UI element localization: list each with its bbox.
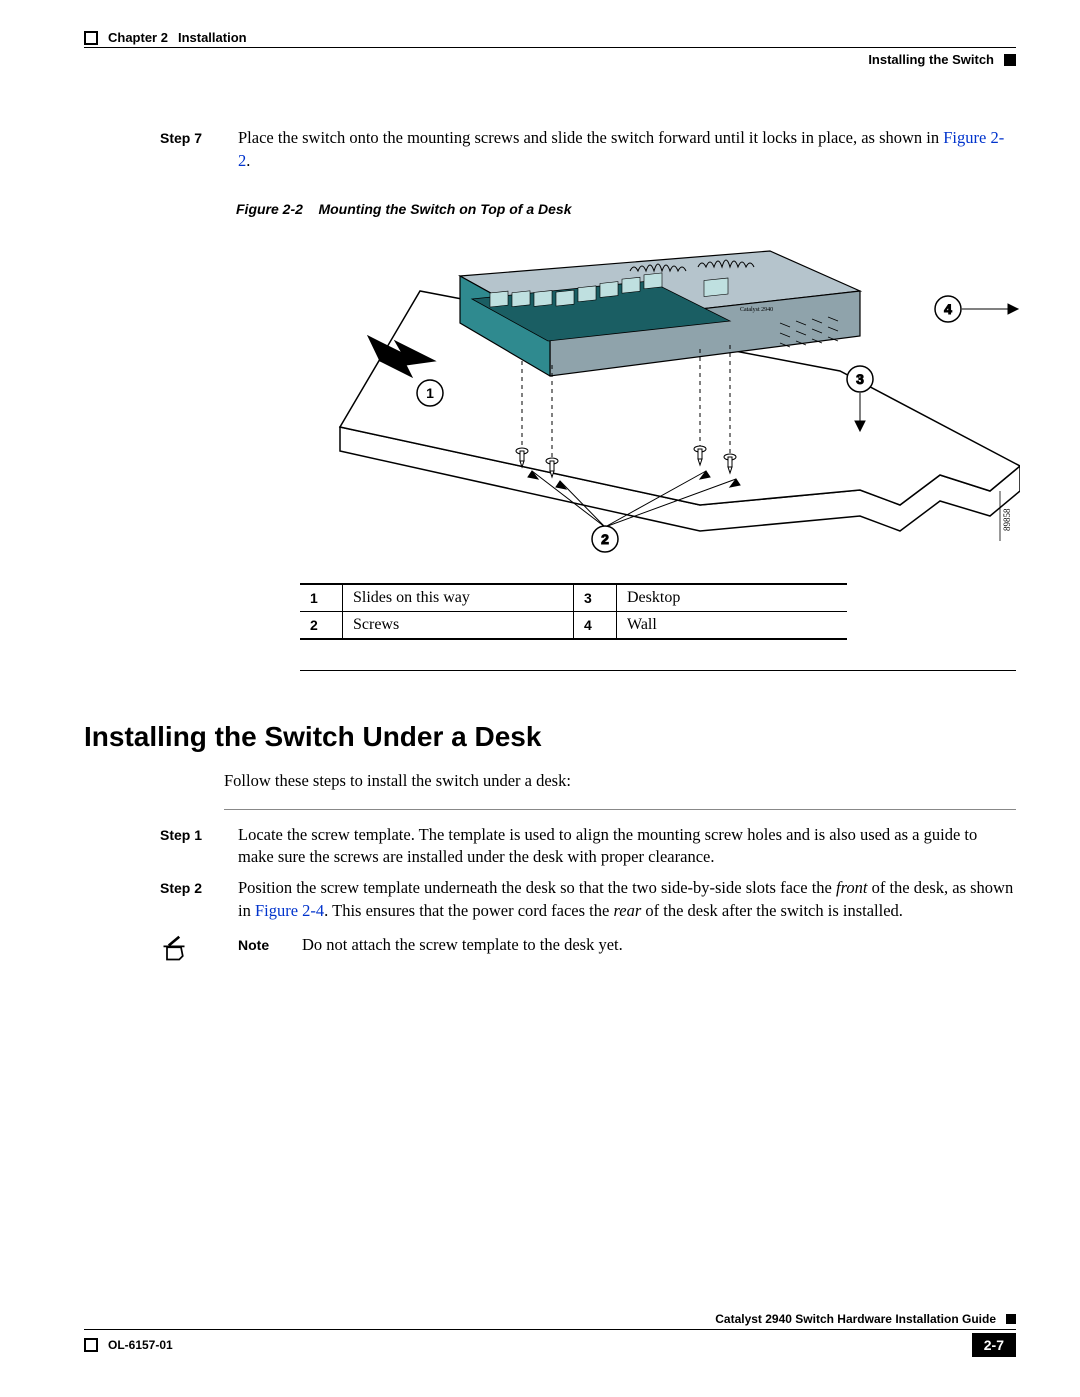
figure-2-2: Catalyst 2940 bbox=[300, 231, 1016, 571]
svg-text:3: 3 bbox=[856, 371, 864, 387]
legend-desc: Desktop bbox=[617, 584, 848, 612]
step1-label: Step 1 bbox=[160, 824, 220, 870]
footer-doc: OL-6157-01 bbox=[108, 1338, 173, 1352]
legend-num: 4 bbox=[574, 611, 617, 639]
step2-row: Step 2 Position the screw template under… bbox=[160, 877, 1016, 923]
svg-text:1: 1 bbox=[426, 385, 434, 401]
figure-caption-title: Mounting the Switch on Top of a Desk bbox=[318, 201, 571, 217]
footer-decor-box bbox=[84, 1338, 98, 1352]
figure-image-id: 89858 bbox=[1002, 508, 1012, 531]
step7-label: Step 7 bbox=[160, 127, 220, 173]
section-divider bbox=[300, 670, 1016, 671]
chapter-title: Installation bbox=[178, 30, 247, 45]
note-text: Do not attach the screw template to the … bbox=[302, 935, 1016, 955]
note-row: Note Do not attach the screw template to… bbox=[160, 935, 1016, 963]
section-header: Installing the Switch bbox=[84, 52, 1016, 67]
svg-text:2: 2 bbox=[601, 531, 609, 547]
section-intro: Follow these steps to install the switch… bbox=[224, 771, 1016, 791]
note-label: Note bbox=[238, 935, 284, 953]
figure-legend-table: 1 Slides on this way 3 Desktop 2 Screws … bbox=[300, 583, 847, 640]
legend-desc: Slides on this way bbox=[343, 584, 574, 612]
step1-row: Step 1 Locate the screw template. The te… bbox=[160, 824, 1016, 870]
chapter-label: Chapter 2 bbox=[108, 30, 168, 45]
header-decor-box bbox=[84, 31, 98, 45]
step1-body: Locate the screw template. The template … bbox=[238, 824, 1016, 870]
figure-2-4-link[interactable]: Figure 2-4 bbox=[255, 901, 324, 920]
step2-label: Step 2 bbox=[160, 877, 220, 923]
legend-num: 2 bbox=[300, 611, 343, 639]
footer-bullet bbox=[1006, 1314, 1016, 1324]
step7-text-after: . bbox=[246, 151, 250, 170]
section-title: Installing the Switch bbox=[868, 52, 994, 67]
page-footer: Catalyst 2940 Switch Hardware Installati… bbox=[84, 1312, 1016, 1357]
legend-desc: Screws bbox=[343, 611, 574, 639]
header-bullet bbox=[1004, 54, 1016, 66]
step2-body: Position the screw template underneath t… bbox=[238, 877, 1016, 923]
legend-num: 3 bbox=[574, 584, 617, 612]
note-icon bbox=[160, 935, 188, 963]
table-row: 1 Slides on this way 3 Desktop bbox=[300, 584, 847, 612]
step2-italic-a: front bbox=[836, 878, 867, 897]
figure-caption-prefix: Figure 2-2 bbox=[236, 201, 303, 217]
step2-d: of the desk after the switch is installe… bbox=[641, 901, 903, 920]
step7-row: Step 7 Place the switch onto the mountin… bbox=[160, 127, 1016, 173]
device-label: Catalyst 2940 bbox=[740, 307, 773, 313]
step7-body: Place the switch onto the mounting screw… bbox=[238, 127, 1016, 173]
step7-text-before: Place the switch onto the mounting screw… bbox=[238, 128, 943, 147]
page-header: Chapter 2 Installation bbox=[84, 30, 1016, 48]
step2-a: Position the screw template underneath t… bbox=[238, 878, 836, 897]
footer-guide: Catalyst 2940 Switch Hardware Installati… bbox=[715, 1312, 996, 1326]
steps-divider bbox=[224, 809, 1016, 810]
legend-num: 1 bbox=[300, 584, 343, 612]
legend-desc: Wall bbox=[617, 611, 848, 639]
page-number: 2-7 bbox=[972, 1333, 1016, 1357]
step2-italic-b: rear bbox=[613, 901, 641, 920]
section-heading: Installing the Switch Under a Desk bbox=[84, 721, 1016, 753]
figure-caption: Figure 2-2 Mounting the Switch on Top of… bbox=[236, 201, 1016, 217]
svg-text:4: 4 bbox=[944, 301, 952, 317]
table-row: 2 Screws 4 Wall bbox=[300, 611, 847, 639]
step2-c: . This ensures that the power cord faces… bbox=[324, 901, 613, 920]
